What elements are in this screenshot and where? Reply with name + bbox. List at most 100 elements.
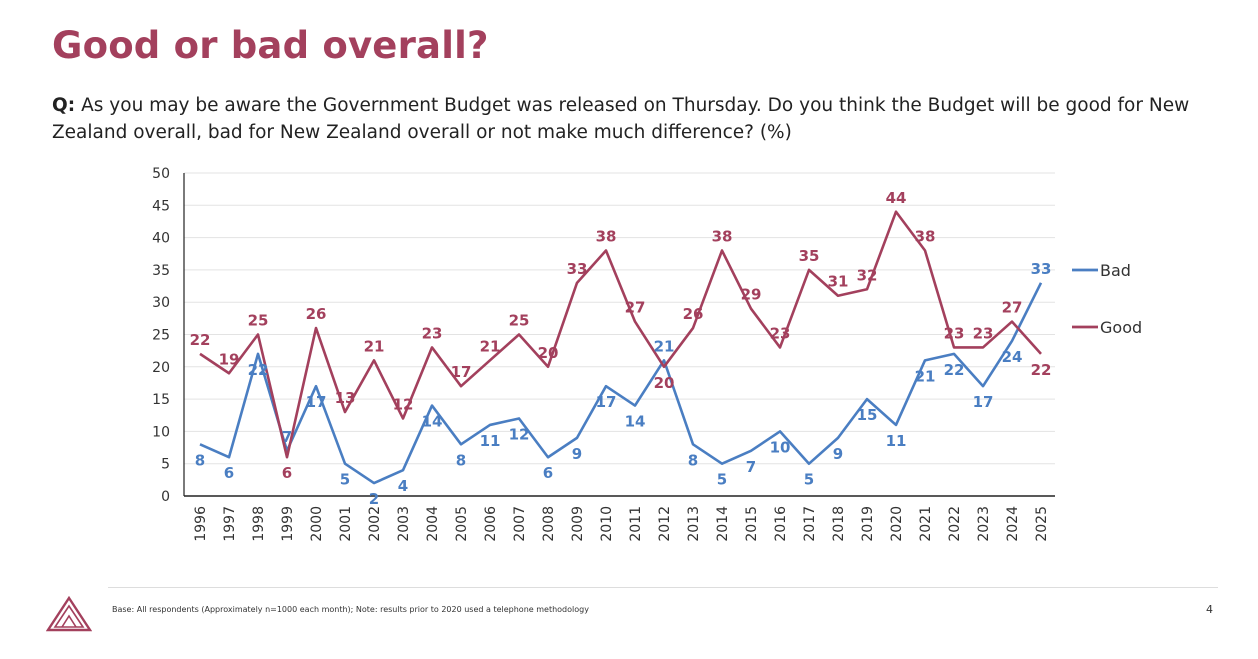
- data-label-bad: 24: [1002, 348, 1023, 366]
- x-tick-label: 2002: [367, 506, 383, 542]
- footnote: Base: All respondents (Approximately n=1…: [112, 605, 589, 614]
- footer-divider: [108, 587, 1218, 588]
- data-label-good: 21: [364, 337, 385, 355]
- x-tick-label: 2001: [338, 506, 354, 542]
- data-label-bad: 22: [248, 361, 269, 379]
- data-label-bad: 14: [625, 413, 646, 431]
- x-tick-label: 1996: [193, 506, 209, 542]
- data-label-bad: 14: [422, 413, 443, 431]
- x-tick-label: 2015: [744, 506, 760, 542]
- data-label-good: 23: [973, 324, 994, 342]
- data-label-good: 33: [567, 260, 588, 278]
- data-label-bad: 17: [596, 393, 617, 411]
- data-label-bad: 22: [944, 361, 965, 379]
- x-tick-label: 2008: [541, 506, 557, 542]
- data-label-bad: 9: [833, 445, 843, 463]
- y-tick-label: 25: [152, 328, 170, 344]
- data-label-bad: 9: [572, 445, 582, 463]
- y-tick-label: 20: [152, 360, 170, 376]
- x-tick-label: 2024: [1005, 506, 1021, 542]
- question-label: Q:: [52, 95, 76, 116]
- data-label-good: 23: [422, 324, 443, 342]
- x-tick-label: 1997: [222, 506, 238, 542]
- x-tick-label: 2005: [454, 506, 470, 542]
- data-label-bad: 5: [340, 471, 350, 489]
- x-tick-label: 1998: [251, 506, 267, 542]
- data-label-good: 26: [683, 305, 704, 323]
- data-label-bad: 12: [509, 425, 530, 443]
- data-label-bad: 8: [688, 451, 698, 469]
- legend-label-good: Good: [1100, 318, 1142, 337]
- data-label-bad: 17: [306, 393, 327, 411]
- y-tick-label: 40: [152, 231, 170, 247]
- data-label-bad: 6: [543, 464, 553, 482]
- x-tick-label: 2013: [686, 506, 702, 542]
- x-tick-label: 2010: [599, 506, 615, 542]
- data-label-good: 22: [190, 331, 211, 349]
- data-label-good: 35: [799, 247, 820, 265]
- data-label-bad: 8: [195, 451, 205, 469]
- x-tick-label: 2003: [396, 506, 412, 542]
- data-label-bad: 5: [717, 471, 727, 489]
- data-label-good: 38: [712, 228, 733, 246]
- y-tick-label: 35: [152, 263, 170, 279]
- data-label-bad: 11: [886, 432, 907, 450]
- x-tick-label: 2016: [773, 506, 789, 542]
- y-tick-label: 30: [152, 295, 170, 311]
- x-tick-label: 1999: [280, 506, 296, 542]
- data-label-good: 20: [654, 374, 675, 392]
- data-label-bad: 5: [804, 471, 814, 489]
- x-tick-label: 2004: [425, 506, 441, 542]
- data-label-bad: 17: [973, 393, 994, 411]
- data-label-good: 38: [915, 228, 936, 246]
- y-tick-label: 50: [152, 166, 170, 182]
- x-tick-label: 2009: [570, 506, 586, 542]
- data-label-bad: 6: [224, 464, 234, 482]
- data-label-good: 22: [1031, 361, 1052, 379]
- data-label-good: 17: [451, 363, 472, 381]
- x-tick-label: 2011: [628, 506, 644, 542]
- data-label-good: 29: [741, 286, 762, 304]
- question-text-block: Q: As you may be aware the Government Bud…: [52, 92, 1222, 146]
- x-tick-label: 2023: [976, 506, 992, 542]
- y-tick-label: 15: [152, 392, 170, 408]
- question-text: As you may be aware the Government Budge…: [52, 95, 1190, 143]
- data-label-bad: 7: [746, 458, 756, 476]
- data-label-good: 6: [282, 464, 292, 482]
- series-line-bad: [199, 282, 1043, 485]
- x-tick-label: 2022: [947, 506, 963, 542]
- data-label-good: 23: [944, 324, 965, 342]
- y-tick-label: 5: [161, 457, 170, 473]
- data-label-bad: 10: [770, 438, 791, 456]
- data-label-bad: 2: [369, 490, 379, 508]
- data-label-bad: 21: [915, 367, 936, 385]
- data-label-bad: 33: [1031, 260, 1052, 278]
- x-tick-label: 2007: [512, 506, 528, 542]
- data-label-bad: 15: [857, 406, 878, 424]
- data-label-good: 27: [625, 299, 646, 317]
- data-label-good: 25: [248, 312, 269, 330]
- y-tick-label: 45: [152, 198, 170, 214]
- y-tick-label: 10: [152, 424, 170, 440]
- data-label-good: 23: [770, 324, 791, 342]
- data-label-good: 12: [393, 395, 414, 413]
- data-label-good: 44: [886, 189, 907, 207]
- data-label-good: 31: [828, 273, 849, 291]
- data-label-bad: 21: [654, 337, 675, 355]
- x-tick-label: 2025: [1034, 506, 1050, 542]
- x-tick-label: 2020: [889, 506, 905, 542]
- data-label-good: 20: [538, 344, 559, 362]
- data-label-bad: 8: [456, 451, 466, 469]
- data-label-good: 19: [219, 350, 240, 368]
- data-label-bad: 7: [282, 428, 292, 446]
- data-label-good: 32: [857, 266, 878, 284]
- data-label-good: 25: [509, 312, 530, 330]
- x-tick-label: 2021: [918, 506, 934, 542]
- x-tick-label: 2019: [860, 506, 876, 542]
- data-label-bad: 11: [480, 432, 501, 450]
- series-line-good: [199, 210, 1042, 459]
- slide-title: Good or bad overall?: [52, 24, 489, 67]
- data-label-good: 26: [306, 305, 327, 323]
- x-tick-label: 2017: [802, 506, 818, 542]
